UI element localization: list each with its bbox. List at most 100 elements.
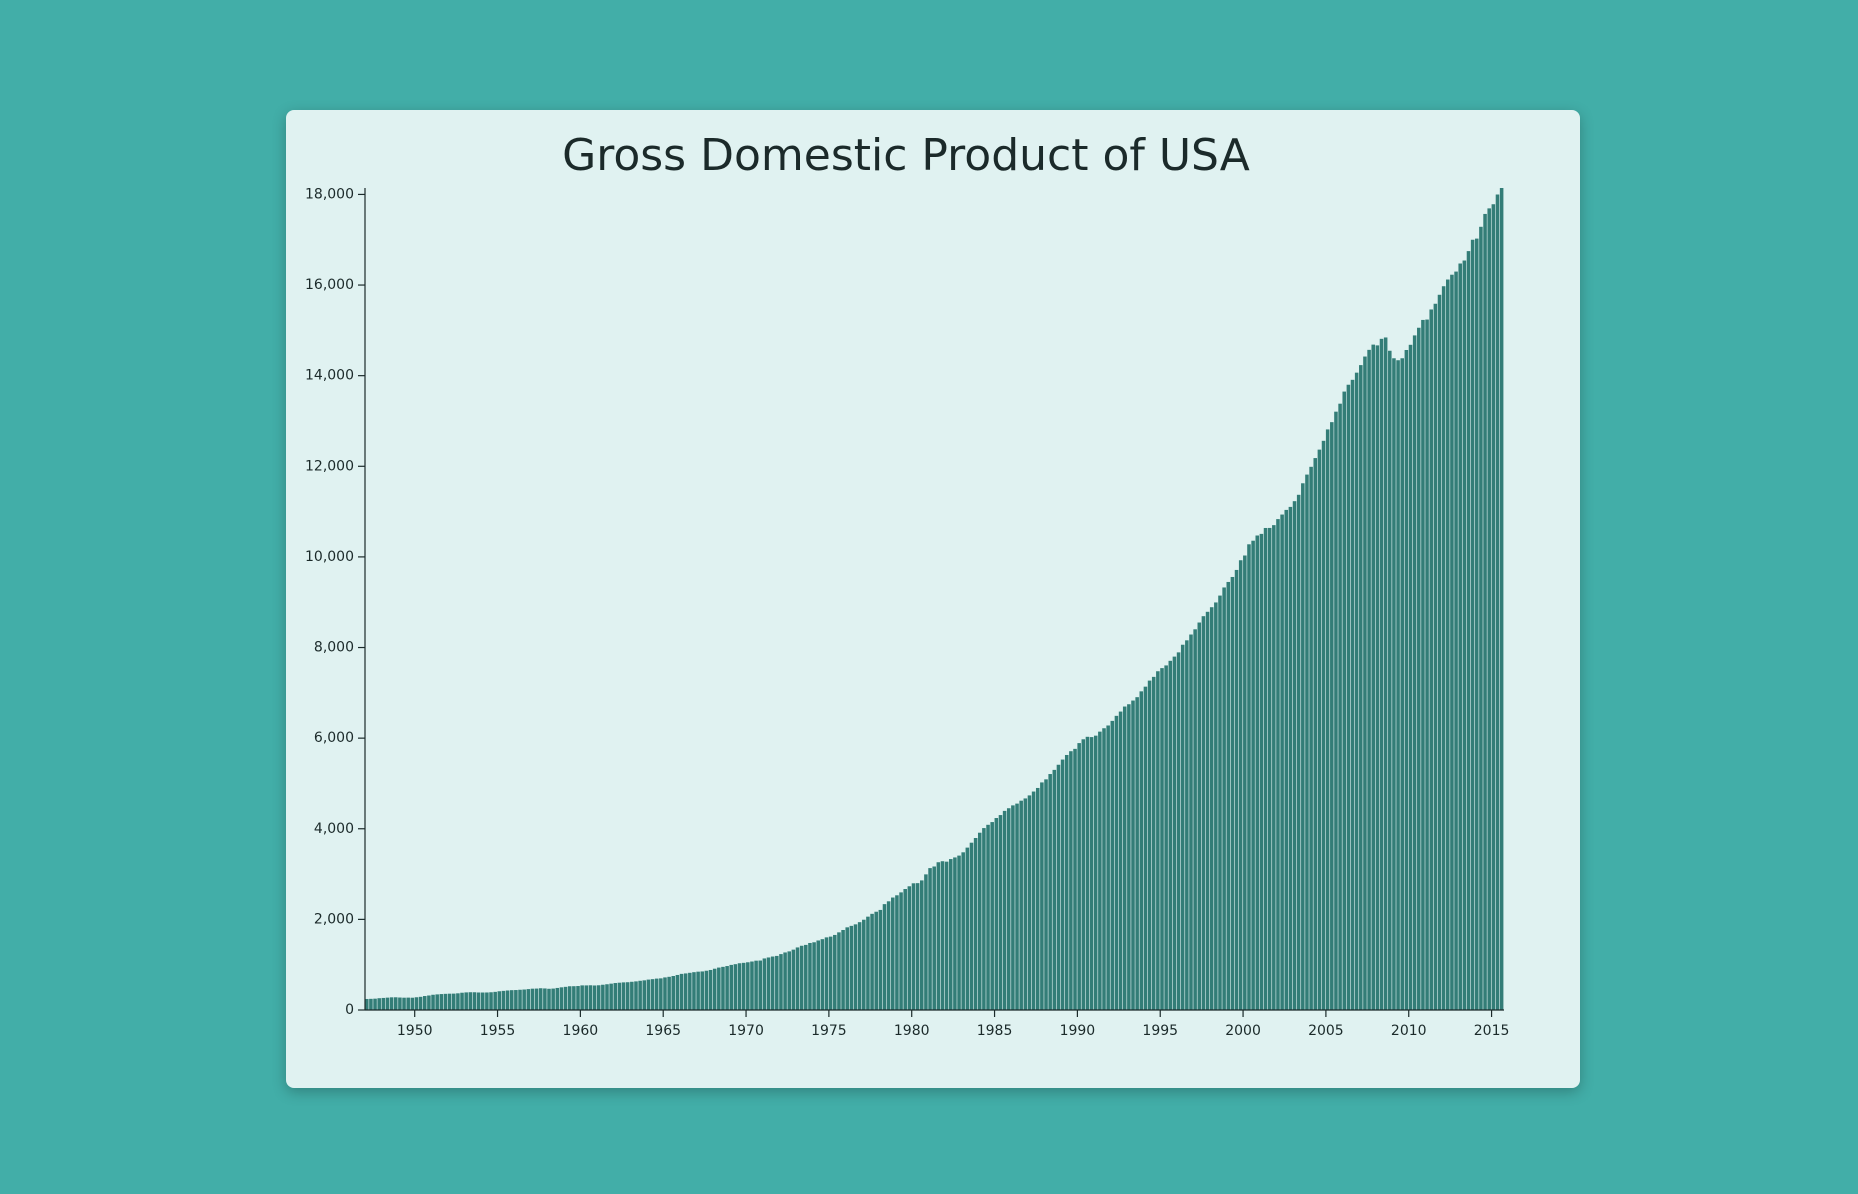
bar xyxy=(456,993,460,1010)
bar xyxy=(675,974,680,1010)
bar xyxy=(874,911,878,1010)
bar xyxy=(1222,587,1226,1010)
bar xyxy=(617,982,622,1010)
bar xyxy=(1122,706,1127,1010)
bar xyxy=(1147,680,1152,1010)
bar xyxy=(729,964,734,1010)
bar xyxy=(717,967,721,1010)
bar xyxy=(746,962,750,1010)
bar xyxy=(518,989,522,1010)
bar xyxy=(671,976,676,1010)
bar xyxy=(1048,774,1052,1010)
bar xyxy=(696,971,700,1010)
bar xyxy=(1499,188,1504,1010)
bar xyxy=(1305,474,1309,1010)
bar xyxy=(948,859,953,1010)
bar xyxy=(630,981,634,1010)
bar xyxy=(779,954,783,1010)
bar xyxy=(398,997,402,1010)
bar xyxy=(389,997,394,1010)
y-tick-label: 4,000 xyxy=(314,821,354,837)
y-tick-label: 12,000 xyxy=(305,458,354,474)
bar xyxy=(915,883,920,1010)
bar xyxy=(944,861,949,1010)
bar xyxy=(837,932,841,1010)
bar xyxy=(1375,345,1380,1010)
bar xyxy=(973,838,978,1010)
bar xyxy=(886,901,891,1010)
bar xyxy=(1263,527,1268,1010)
bar xyxy=(741,962,746,1010)
bar xyxy=(754,960,758,1010)
bar xyxy=(750,961,754,1010)
bar xyxy=(940,861,945,1010)
bar xyxy=(621,982,626,1010)
bar xyxy=(534,988,539,1010)
bar xyxy=(833,934,837,1010)
bar xyxy=(990,822,994,1010)
bar xyxy=(804,944,808,1010)
bar xyxy=(708,969,713,1010)
bar xyxy=(1218,595,1222,1010)
bar xyxy=(1367,349,1371,1010)
bar xyxy=(1309,466,1313,1010)
bar xyxy=(634,981,638,1010)
bar xyxy=(1234,569,1239,1010)
bar xyxy=(1110,720,1115,1010)
bar xyxy=(1251,540,1255,1010)
bar xyxy=(431,994,435,1010)
y-tick-label: 18,000 xyxy=(305,186,354,202)
bar xyxy=(439,994,444,1010)
bar xyxy=(1060,759,1065,1010)
bar xyxy=(1487,208,1491,1010)
bar xyxy=(1296,494,1301,1010)
bar xyxy=(654,978,659,1010)
bar xyxy=(514,990,518,1010)
bar xyxy=(1338,403,1342,1010)
bar xyxy=(1437,294,1442,1010)
bar xyxy=(1330,422,1334,1010)
bar xyxy=(567,986,572,1010)
bar xyxy=(1011,805,1015,1010)
bar xyxy=(551,988,555,1010)
x-tick-label: 1985 xyxy=(977,1023,1013,1039)
bar xyxy=(1201,616,1206,1010)
bar xyxy=(891,897,895,1010)
bar xyxy=(1226,581,1231,1010)
bar xyxy=(1151,676,1156,1010)
bar xyxy=(1172,656,1177,1010)
bar xyxy=(427,995,431,1010)
bar xyxy=(1321,440,1326,1010)
bar xyxy=(1098,731,1102,1010)
bar xyxy=(422,996,427,1010)
bar xyxy=(1114,715,1119,1010)
bar xyxy=(977,832,982,1010)
bar xyxy=(812,942,816,1010)
bar xyxy=(1081,739,1086,1010)
bar xyxy=(1143,686,1148,1010)
bar xyxy=(791,949,796,1010)
bar xyxy=(1139,691,1144,1010)
bar xyxy=(1495,194,1500,1010)
bar xyxy=(1313,458,1318,1010)
bar xyxy=(1052,769,1057,1010)
bar xyxy=(1164,665,1168,1010)
y-tick-label: 0 xyxy=(345,1002,354,1018)
bar xyxy=(480,992,485,1010)
bar xyxy=(460,992,464,1010)
bar xyxy=(733,964,738,1010)
bar xyxy=(1093,735,1098,1010)
bar xyxy=(1342,391,1347,1011)
bar xyxy=(787,951,792,1010)
bar xyxy=(766,957,771,1010)
bar xyxy=(1259,533,1264,1010)
bar xyxy=(1466,251,1471,1011)
bar xyxy=(783,952,787,1010)
bar xyxy=(1317,449,1322,1010)
bar xyxy=(1417,327,1421,1010)
bar xyxy=(824,937,829,1010)
bar xyxy=(862,919,866,1010)
bar xyxy=(443,993,448,1010)
bar xyxy=(410,997,415,1010)
